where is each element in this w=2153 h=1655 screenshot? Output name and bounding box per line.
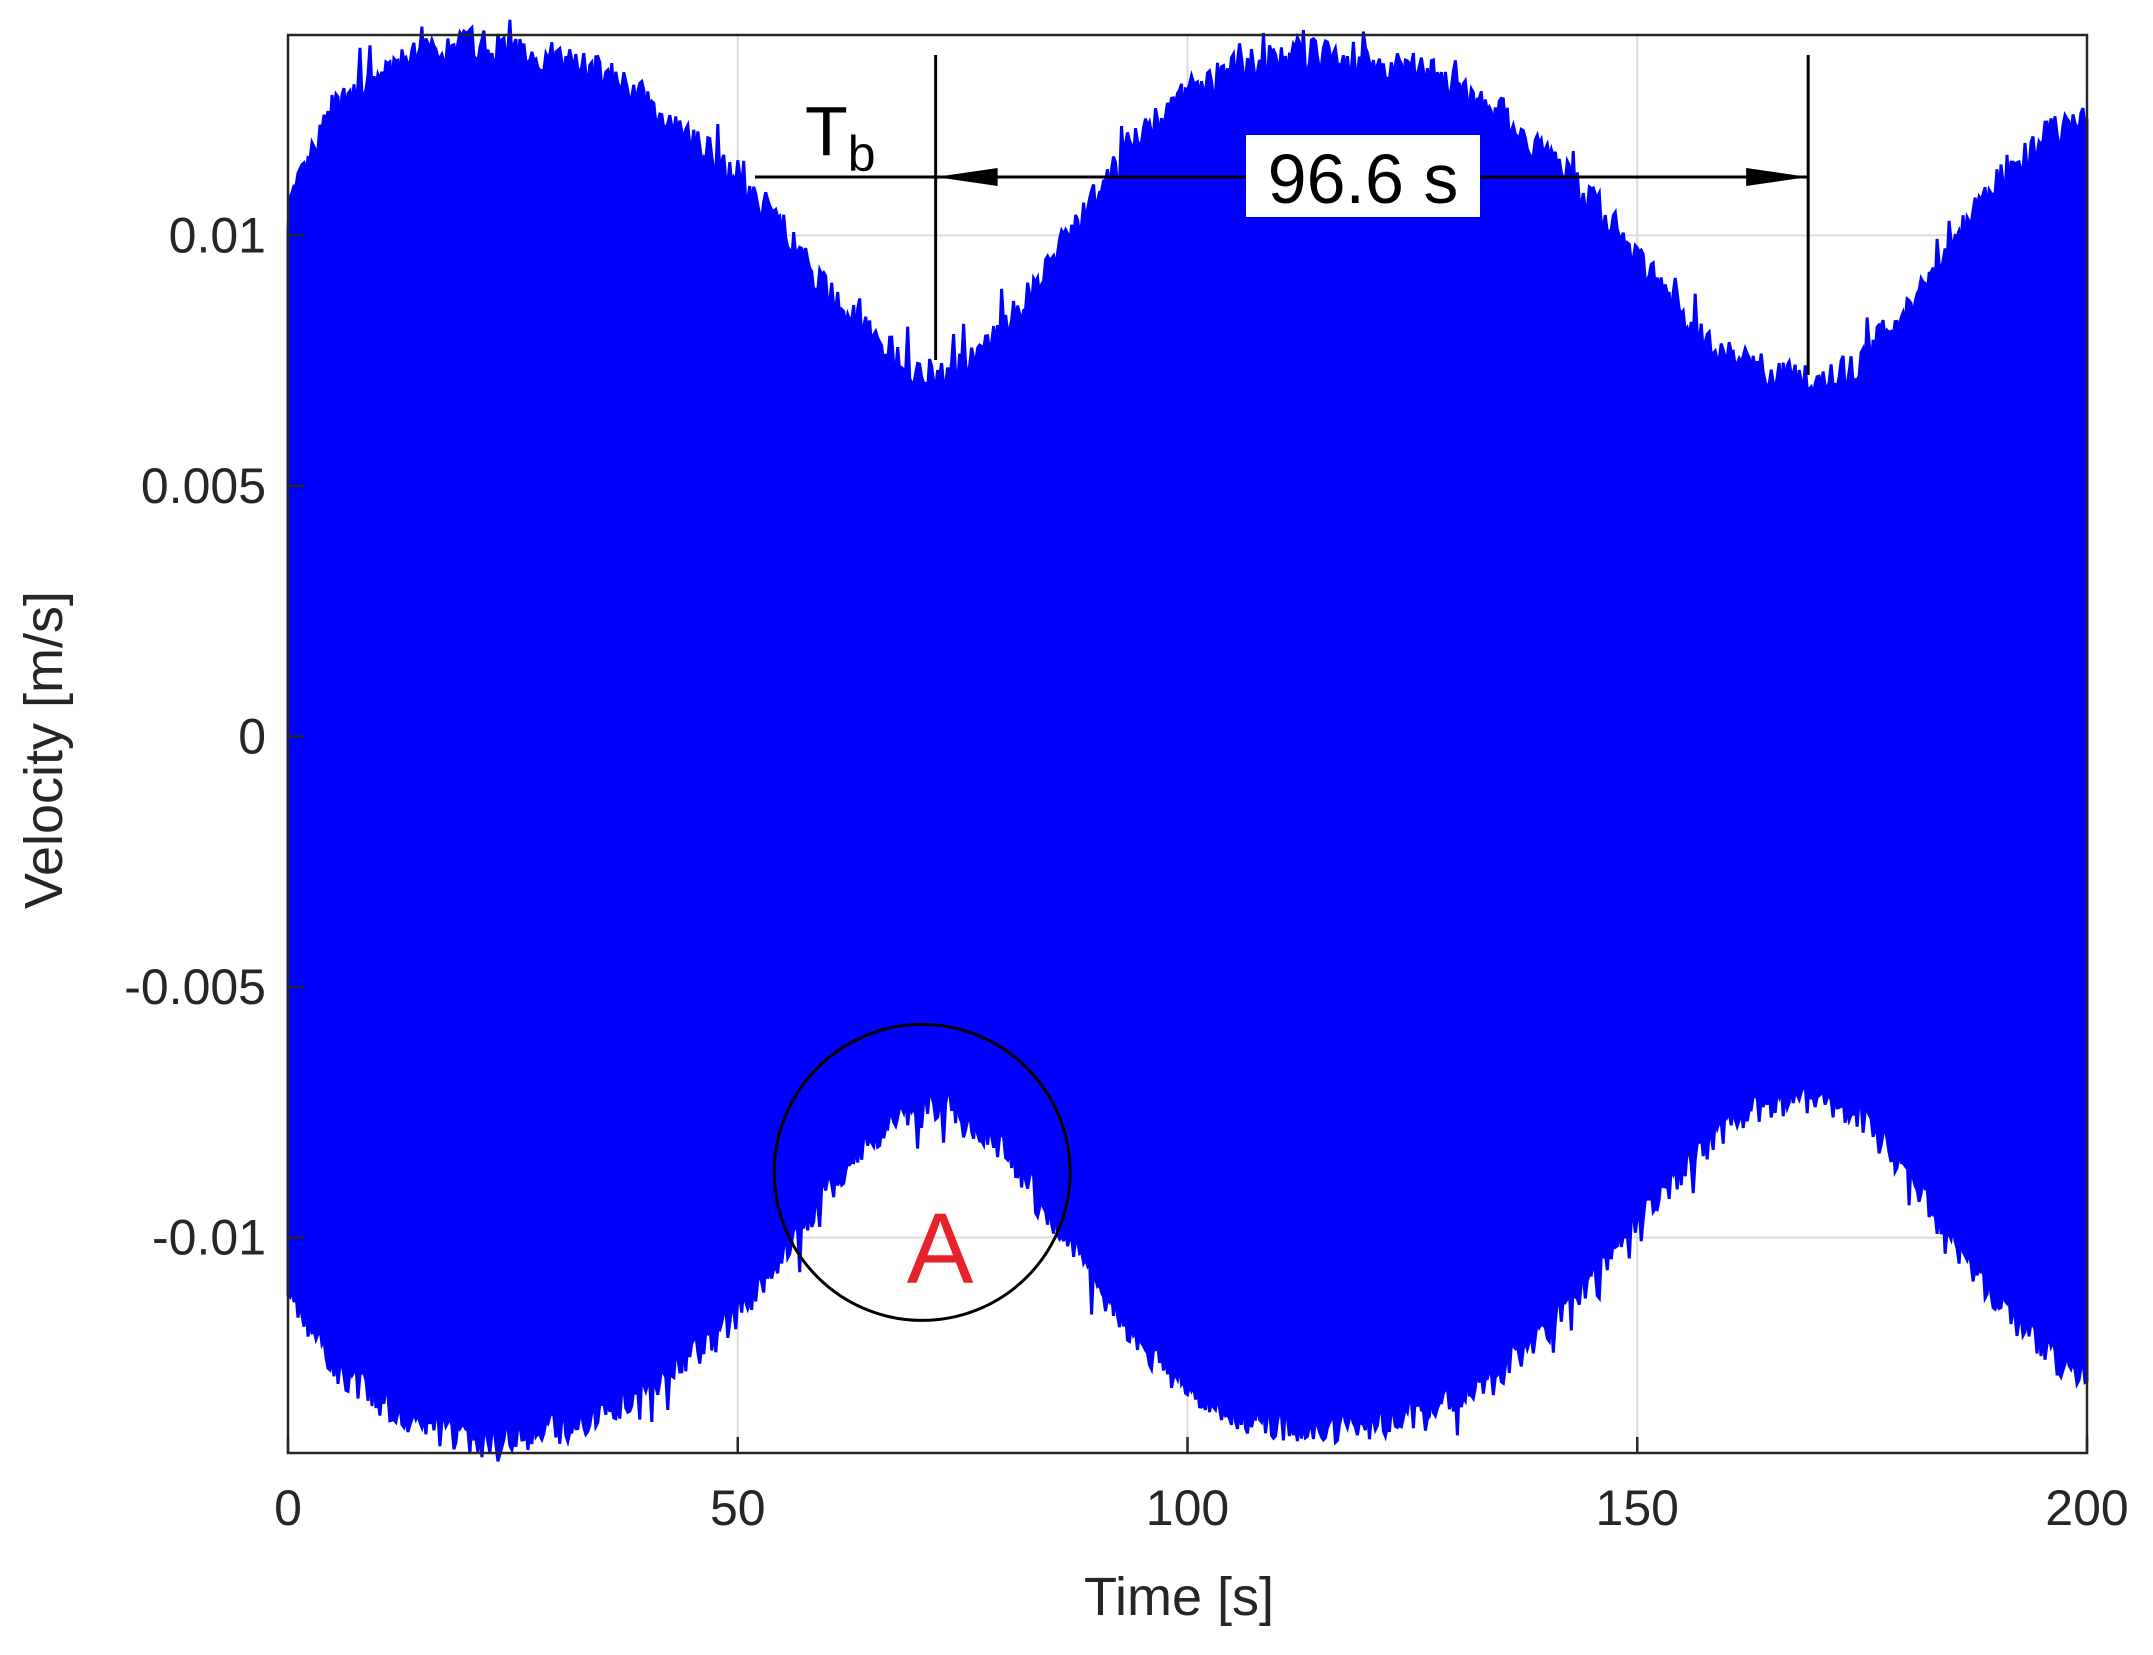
arrowhead-right: [1746, 168, 1809, 186]
x-axis-ticks: 0 50 100 150 200: [274, 1437, 2129, 1536]
x-tick-label: 200: [2045, 1480, 2128, 1536]
y-axis-ticks: -0.01 -0.005 0 0.005 0.01: [124, 207, 304, 1266]
period-label-box: [1246, 135, 1480, 217]
y-axis-label: Velocity [m/s]: [14, 591, 74, 909]
y-tick-label: 0: [238, 708, 266, 764]
y-tick-label: -0.01: [152, 1210, 266, 1266]
x-axis-label: Time [s]: [1084, 1567, 1274, 1627]
region-a-label: A: [907, 1192, 974, 1304]
x-tick-label: 0: [274, 1480, 302, 1536]
y-tick-label: -0.005: [124, 959, 266, 1015]
tb-label: Tb: [805, 92, 876, 182]
x-tick-label: 150: [1596, 1480, 1679, 1536]
y-tick-label: 0.005: [141, 458, 266, 514]
region-a-circle: [772, 1022, 1072, 1322]
beat-period-label: 96.6 s: [1268, 140, 1459, 218]
arrowhead-left: [935, 168, 998, 186]
tb-symbol: T: [805, 92, 848, 170]
y-tick-label: 0.01: [169, 207, 266, 263]
x-tick-label: 50: [710, 1480, 766, 1536]
beat-period-annotation: [755, 55, 1810, 1322]
x-tick-label: 100: [1146, 1480, 1229, 1536]
tb-subscript: b: [848, 126, 876, 182]
